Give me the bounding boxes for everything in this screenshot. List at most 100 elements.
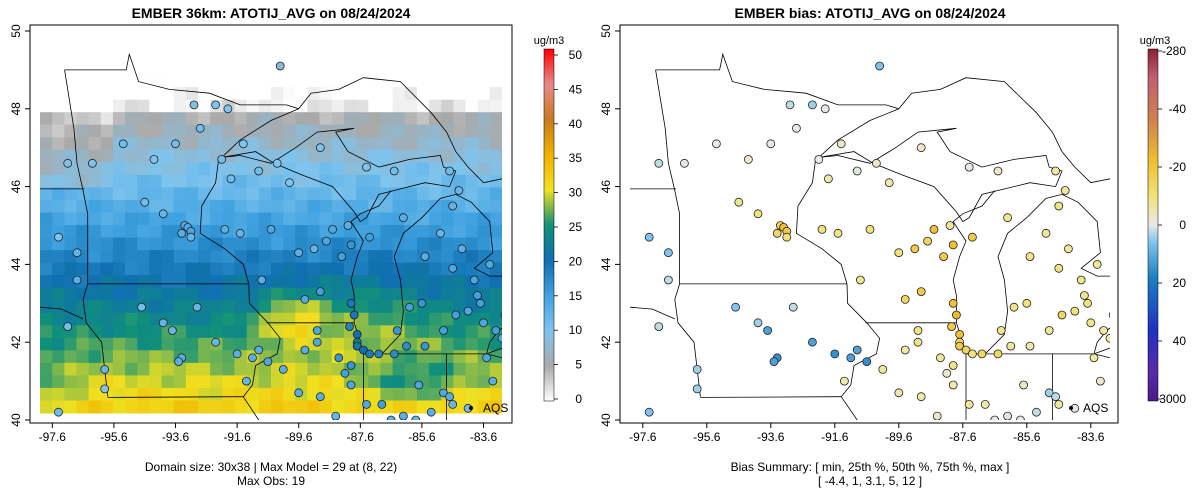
grid-cell <box>40 74 53 88</box>
grid-cell <box>161 375 175 389</box>
grid-cell <box>137 250 150 264</box>
grid-cell <box>356 387 369 401</box>
grid-cell <box>64 300 77 314</box>
grid-cell <box>112 362 126 376</box>
grid-cell <box>429 87 442 101</box>
grid-cell <box>453 337 467 351</box>
grid-cell <box>100 187 114 201</box>
grid-cell <box>112 387 126 401</box>
grid-cell <box>465 124 479 138</box>
grid-cell <box>76 362 90 376</box>
grid-cell <box>125 350 138 364</box>
grid-cell <box>283 199 296 213</box>
grid-cell <box>319 162 333 176</box>
x-tick-label: -93.6 <box>162 430 190 444</box>
grid-cell <box>416 124 430 138</box>
colorbar-tick-label: 10 <box>569 323 583 337</box>
grid-cell <box>392 275 406 289</box>
obs-site-marker <box>377 399 387 409</box>
grid-cell <box>161 99 175 113</box>
grid-cell <box>404 400 418 414</box>
grid-cell <box>52 375 65 389</box>
grid-cell <box>465 250 479 264</box>
grid-cell <box>416 312 430 326</box>
grid-cell <box>331 149 345 163</box>
obs-site-marker <box>309 244 319 254</box>
grid-cell <box>173 300 187 314</box>
grid-cell <box>88 199 102 213</box>
grid-cell <box>40 337 53 351</box>
obs-site-marker <box>426 407 436 417</box>
y-tick-label: 40 <box>599 413 613 427</box>
grid-cell <box>453 225 467 238</box>
bias-site-marker <box>1051 166 1060 176</box>
right-colorbar-ramp <box>1147 48 1159 402</box>
obs-site-marker <box>254 166 264 176</box>
bias-site-marker <box>1054 201 1064 211</box>
obs-site-marker <box>497 333 502 343</box>
grid-cell <box>283 362 296 376</box>
border-line <box>350 190 392 323</box>
grid-cell <box>429 250 442 264</box>
grid-cell <box>404 237 418 251</box>
obs-site-marker <box>520 358 528 366</box>
grid-cell <box>52 124 65 138</box>
bias-site-marker <box>1025 341 1035 351</box>
obs-site-marker <box>352 329 362 339</box>
y-tick-label: 50 <box>599 24 613 38</box>
right-footer: Bias Summary: [ min, 25th %, 50th %, 75t… <box>630 460 1110 488</box>
grid-cell <box>489 300 502 314</box>
grid-cell <box>185 250 199 264</box>
obs-site-marker <box>482 353 492 363</box>
obs-site-marker <box>192 302 202 312</box>
grid-cell <box>185 287 199 301</box>
bias-site-marker <box>993 166 1003 176</box>
bias-site-marker <box>664 248 673 258</box>
grid-cell <box>161 287 175 301</box>
left-colorbar-unit: ug/m3 <box>534 35 565 47</box>
obs-site-marker <box>362 399 371 409</box>
grid-cell <box>76 300 90 314</box>
left-aqs-label: AQS <box>483 401 508 415</box>
grid-cell <box>64 237 77 251</box>
grid-cell <box>307 37 321 50</box>
grid-cell <box>416 37 430 50</box>
grid-cell <box>112 225 126 238</box>
bias-site-marker <box>1080 291 1089 300</box>
grid-cell <box>465 49 479 63</box>
grid-cell <box>258 387 272 401</box>
grid-cell <box>283 49 296 63</box>
grid-cell <box>429 124 442 138</box>
obs-site-marker <box>235 228 245 238</box>
grid-cell <box>295 49 308 63</box>
bias-site-marker <box>734 197 744 207</box>
grid-cell <box>234 112 248 126</box>
grid-cell <box>222 387 236 401</box>
grid-cell <box>173 275 187 289</box>
grid-cell <box>453 174 467 188</box>
grid-cell <box>185 262 199 276</box>
grid-cell <box>222 362 236 376</box>
grid-cell <box>64 287 77 301</box>
grid-cell <box>453 37 467 50</box>
grid-cell <box>210 37 223 50</box>
grid-cell <box>489 149 502 163</box>
bias-site-marker <box>1054 399 1064 409</box>
grid-cell <box>100 212 114 226</box>
left-colorbar-ramp <box>543 48 555 402</box>
colorbar-tick-label: 40 <box>569 117 583 131</box>
border-line <box>700 396 842 398</box>
grid-cell <box>380 74 394 88</box>
grid-cell <box>198 212 211 226</box>
grid-cell <box>40 212 53 226</box>
grid-cell <box>416 325 430 339</box>
grid-cell <box>477 325 491 339</box>
grid-cell <box>222 350 236 364</box>
grid-cell <box>210 362 223 376</box>
grid-cell <box>477 112 491 126</box>
grid-cell <box>356 149 369 163</box>
grid-cell <box>283 350 296 364</box>
right-colorbar-unit: ug/m3 <box>1140 35 1171 47</box>
grid-cell <box>198 237 211 251</box>
obs-site-marker <box>294 388 304 398</box>
